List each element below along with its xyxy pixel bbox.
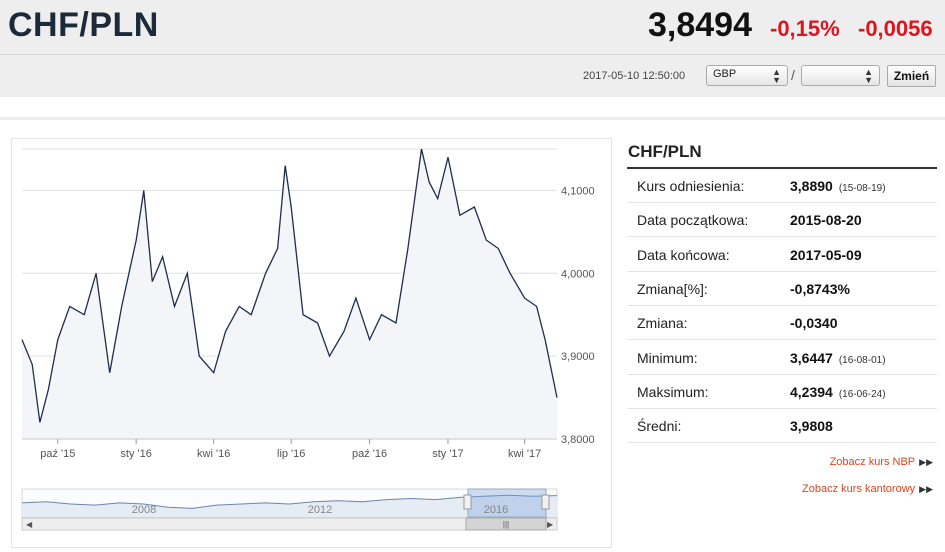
y-tick-label: 4,0000 <box>561 268 595 280</box>
y-tick-label: 3,9000 <box>561 351 595 363</box>
currency-to-select[interactable]: ▲ ▼ <box>801 65 880 86</box>
stat-row: Maksimum: 4,2394 (16-06-24) <box>627 375 937 409</box>
stat-value: 4,2394 <box>790 383 833 400</box>
current-rate: 3,8494 <box>648 6 752 44</box>
currency-from-value: GBP <box>713 68 737 80</box>
stat-row: Zmiana[%]: -0,8743% <box>627 272 937 306</box>
scrollbar-track <box>21 517 558 531</box>
header-divider <box>0 54 945 55</box>
change-percent: -0,15% <box>770 16 840 41</box>
series-area <box>22 149 557 439</box>
stat-value: 3,6447 <box>790 349 833 366</box>
stat-row: Zmiana: -0,0340 <box>627 306 937 341</box>
x-tick-label: kwi '17 <box>508 448 541 460</box>
select-arrows-icon: ▲ ▼ <box>864 67 873 85</box>
change-button[interactable]: Zmień <box>887 65 936 87</box>
stat-date: (15-08-19) <box>838 183 886 194</box>
chart-container[interactable]: 4,1000 4,0000 3,9000 3,8000 paź '15 sty '16 kw… <box>11 138 612 548</box>
nbp-rate-link-label: Zobacz kurs NBP <box>829 456 916 468</box>
stat-row: Średni: 3,9808 <box>627 409 937 444</box>
select-arrows-icon: ▲ ▼ <box>772 67 781 85</box>
stat-value: 2015-08-20 <box>790 212 862 229</box>
stat-value-wrap: -0,8743% <box>790 281 856 297</box>
scroll-left-arrow-icon: ◀ <box>26 520 33 529</box>
exchange-office-rate-link-label: Zobacz kurs kantorowy <box>802 483 916 495</box>
change-absolute: -0,0056 <box>858 16 933 41</box>
double-arrow-icon: ▶▶ <box>919 457 933 467</box>
stat-label: Średni: <box>637 418 682 435</box>
stat-value: -0,0340 <box>790 315 838 332</box>
stat-label: Data początkowa: <box>637 212 749 229</box>
section-separator <box>0 117 945 120</box>
x-tick-label: sty '17 <box>432 448 463 460</box>
stat-label: Data końcowa: <box>637 246 730 263</box>
navigator-selection <box>467 488 547 518</box>
stat-value: 2017-05-09 <box>790 246 862 263</box>
stat-value-wrap: 3,9808 <box>790 418 839 434</box>
x-tick-label: paź '16 <box>352 448 387 460</box>
stat-label: Minimum: <box>637 349 698 366</box>
scrollbar-grip-icon: ||| <box>503 520 509 529</box>
panel-title-rule <box>627 167 937 169</box>
series-line <box>21 148 558 423</box>
navigator-tick-label: 2008 <box>132 504 156 516</box>
stat-label: Zmiana: <box>637 315 688 332</box>
y-tick-label: 3,8000 <box>561 434 595 446</box>
stat-row: Data końcowa: 2017-05-09 <box>627 238 937 272</box>
stat-date: (16-08-01) <box>838 354 886 366</box>
stat-row: Minimum: 3,6447 (16-08-01) <box>627 341 937 375</box>
scrollbar-thumb <box>465 517 547 531</box>
stat-value: -0,8743% <box>790 280 850 297</box>
stat-value: 3,9808 <box>790 418 833 435</box>
stat-label: Zmiana[%]: <box>637 280 708 297</box>
currency-pair-title: CHF/PLN <box>8 6 159 44</box>
nbp-rate-link[interactable]: Zobacz kurs NBP ▶▶ <box>830 456 933 468</box>
x-tick-label: kwi '16 <box>197 448 230 460</box>
stat-value-wrap: -0,0340 <box>790 315 843 331</box>
quote-header: CHF/PLN 3,8494 -0,15% -0,0056 2017-05-10… <box>0 0 945 97</box>
stat-date: (16-06-24) <box>838 388 886 400</box>
stat-value-wrap: 4,2394 (16-06-24) <box>790 384 886 400</box>
quote-timestamp: 2017-05-10 12:50:00 <box>583 70 686 82</box>
navigator-area <box>22 495 557 517</box>
x-tick-label: lip '16 <box>277 448 305 460</box>
stat-value-wrap: 3,8890 (15-08-19) <box>790 178 886 194</box>
stat-row: Data początkowa: 2015-08-20 <box>627 203 937 238</box>
x-tick-label: paź '15 <box>40 448 75 460</box>
panel-title: CHF/PLN <box>628 142 702 161</box>
scroll-right-arrow-icon: ▶ <box>547 520 554 529</box>
x-tick-label: sty '16 <box>120 448 151 460</box>
stat-label: Maksimum: <box>637 383 709 400</box>
stat-value-wrap: 2017-05-09 <box>790 247 868 263</box>
stat-value: 3,8890 <box>790 178 833 194</box>
navigator-left-handle <box>463 494 472 510</box>
stat-row: Kurs odniesienia: 3,8890 (15-08-19) <box>627 169 937 203</box>
stat-value-wrap: 3,6447 (16-08-01) <box>790 350 886 366</box>
double-arrow-icon: ▶▶ <box>919 484 933 494</box>
currency-from-select[interactable]: GBP ▲ ▼ <box>706 65 788 86</box>
rate-chart[interactable]: 4,1000 4,0000 3,9000 3,8000 paź '15 sty '16 kw… <box>12 139 611 547</box>
select-separator: / <box>791 67 795 83</box>
exchange-office-rate-link[interactable]: Zobacz kurs kantorowy ▶▶ <box>802 483 933 495</box>
stat-label: Kurs odniesienia: <box>637 178 745 194</box>
navigator-tick-label: 2012 <box>308 504 332 516</box>
stat-value-wrap: 2015-08-20 <box>790 212 868 228</box>
y-tick-label: 4,1000 <box>561 185 595 197</box>
navigator-right-handle <box>541 494 550 510</box>
navigator-tick-label: 2016 <box>484 504 508 516</box>
